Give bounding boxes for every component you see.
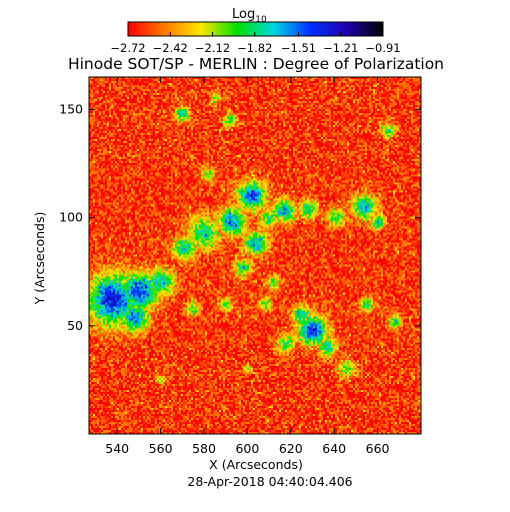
colorbar-ticks: −2.72 −2.42 −2.12 −1.82 −1.51 −1.21 −0.91	[110, 32, 401, 55]
colorbar-tick-label: −2.12	[195, 41, 230, 55]
x-tick-label: 640	[322, 441, 346, 456]
x-tick-label: 580	[192, 441, 216, 456]
x-axis-label: X (Arcseconds)	[209, 457, 303, 472]
colorbar-tick-label: −0.91	[365, 41, 400, 55]
timestamp: 28-Apr-2018 04:40:04.406	[187, 474, 352, 489]
colorbar-tick-label: −2.42	[153, 41, 188, 55]
colorbar-label: Log10	[232, 7, 267, 25]
x-tick-label: 600	[235, 441, 259, 456]
y-tick-label: 100	[59, 210, 83, 225]
plot-area	[88, 76, 422, 435]
plot-frame	[88, 76, 422, 435]
heatmap-image	[89, 77, 421, 434]
y-axis-label: Y (Arcseconds)	[32, 212, 47, 306]
colorbar-tick-label: −2.72	[110, 41, 145, 55]
y-axis: 50 100 150	[59, 101, 421, 333]
chart-title: Hinode SOT/SP - MERLIN : Degree of Polar…	[68, 55, 444, 73]
colorbar-tick-label: −1.82	[237, 41, 272, 55]
colorbar-tick-label: −1.51	[281, 41, 316, 55]
colorbar-tick-label: −1.21	[323, 41, 358, 55]
x-axis: 540 560 580 600 620 640 660	[105, 77, 390, 456]
x-tick-label: 660	[366, 441, 390, 456]
y-tick-label: 50	[67, 318, 83, 333]
x-tick-label: 540	[105, 441, 129, 456]
x-tick-label: 620	[279, 441, 303, 456]
x-tick-label: 560	[149, 441, 173, 456]
y-tick-label: 150	[59, 101, 83, 116]
colorbar	[127, 21, 384, 37]
